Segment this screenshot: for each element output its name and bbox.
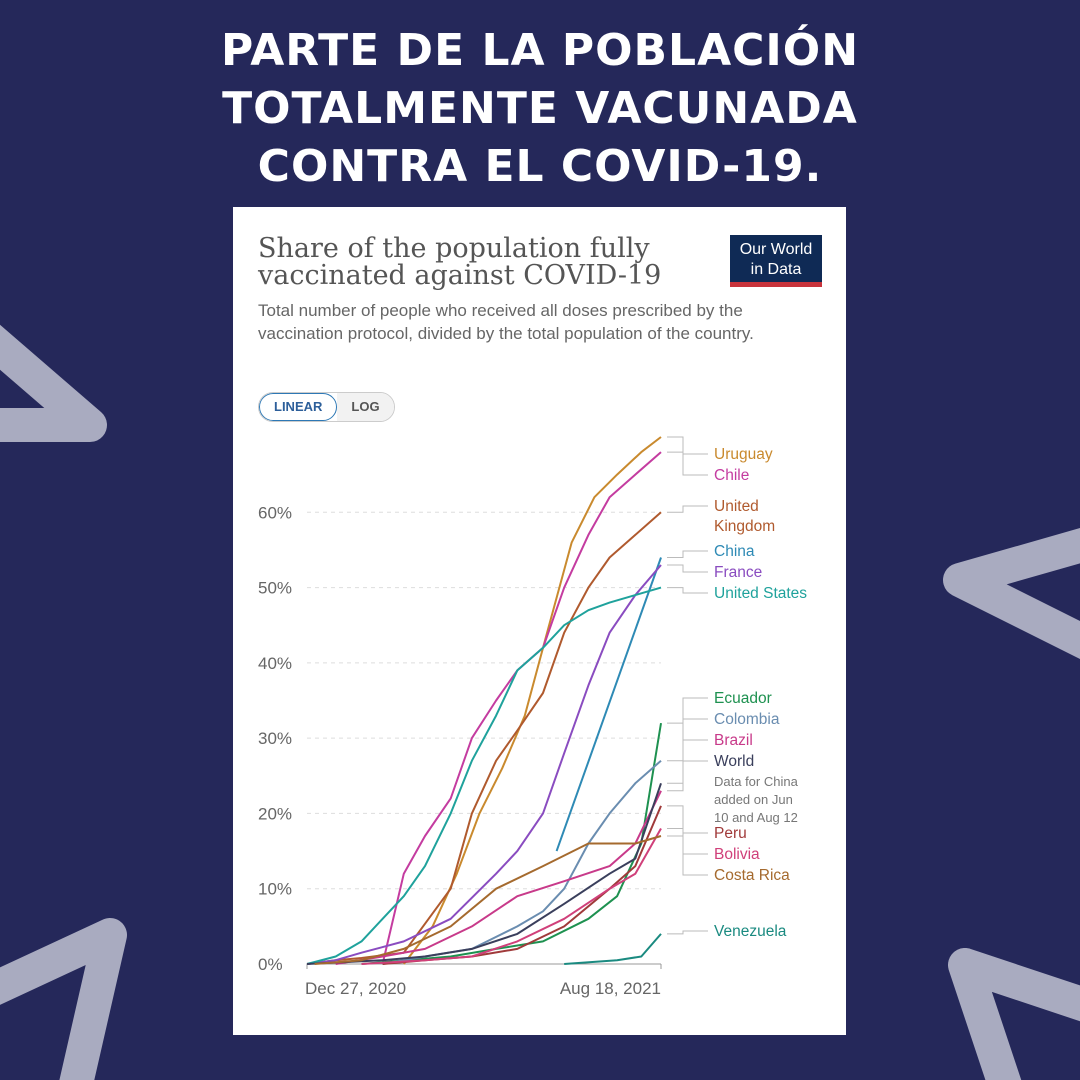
series-label[interactable]: World xyxy=(714,753,754,770)
y-tick-label: 60% xyxy=(258,503,292,522)
y-tick-label: 50% xyxy=(258,579,292,598)
x-tick-label: Dec 27, 2020 xyxy=(305,979,406,998)
owid-logo[interactable]: Our World in Data xyxy=(730,235,822,287)
series-label[interactable]: Brazil xyxy=(714,732,753,749)
series-line-brazil[interactable] xyxy=(335,790,662,965)
log-scale-button[interactable]: LOG xyxy=(337,393,394,421)
linear-scale-button[interactable]: LINEAR xyxy=(259,393,338,421)
series-line-bolivia[interactable] xyxy=(361,828,662,965)
series-label[interactable]: Kingdom xyxy=(714,518,775,535)
series-label[interactable]: Ecuador xyxy=(714,690,772,707)
headline-line-3: CONTRA EL COVID-19. xyxy=(257,141,823,192)
series-line-china[interactable] xyxy=(555,557,662,852)
series-label[interactable]: Peru xyxy=(714,825,747,842)
label-connector xyxy=(667,436,708,455)
series-label[interactable]: United xyxy=(714,498,759,515)
logo-line-1: Our World xyxy=(739,241,813,258)
series-line-colombia[interactable] xyxy=(382,759,662,965)
arrow-right-middle-icon xyxy=(943,528,1080,660)
label-connector xyxy=(667,451,708,476)
series-line-world[interactable] xyxy=(306,782,662,965)
headline-line-1: PARTE DE LA POBLACIÓN xyxy=(220,25,860,76)
chart-plot: 0% 10% 20% 30% 40% 50% 60% Dec 27, 2020 Aug 18, … xyxy=(258,436,807,998)
y-tick-label: 10% xyxy=(258,880,292,899)
arrow-right-lower-icon xyxy=(948,948,1080,1080)
scale-toggle[interactable]: LINEAR LOG xyxy=(258,392,395,422)
series-line-costa-rica[interactable] xyxy=(314,835,662,965)
series-label[interactable]: Chile xyxy=(714,467,749,484)
label-connector xyxy=(667,550,708,558)
arrow-left-upper-icon xyxy=(0,324,107,442)
logo-line-2: in Data xyxy=(750,261,802,278)
series-label[interactable]: Uruguay xyxy=(714,446,773,463)
label-connector xyxy=(667,760,708,784)
series-line-united-states[interactable] xyxy=(306,586,662,965)
arrow-left-lower-icon xyxy=(0,918,127,1080)
series-label[interactable]: Colombia xyxy=(714,711,780,728)
label-connector xyxy=(667,805,708,834)
chart-subtitle: Total number of people who received all … xyxy=(258,301,754,343)
label-connector xyxy=(667,835,708,876)
series-line-chile[interactable] xyxy=(381,451,662,965)
headline-line-2: TOTALMENTE VACUNADA xyxy=(222,83,858,134)
y-tick-label: 20% xyxy=(258,804,292,823)
chart-title-line-1: Share of the population fully xyxy=(258,233,650,264)
china-data-note: added on Jun xyxy=(714,792,793,807)
label-connector xyxy=(667,505,708,513)
label-connector xyxy=(667,587,708,594)
series-label[interactable]: Venezuela xyxy=(714,923,787,940)
y-tick-label: 40% xyxy=(258,654,292,673)
series-label[interactable]: Bolivia xyxy=(714,846,760,863)
headline: PARTE DE LA POBLACIÓN TOTALMENTE VACUNAD… xyxy=(0,22,1080,196)
y-tick-label: 30% xyxy=(258,729,292,748)
label-connector xyxy=(667,564,708,573)
series-label[interactable]: China xyxy=(714,543,755,560)
series-label[interactable]: France xyxy=(714,564,762,581)
label-connector xyxy=(667,828,708,855)
label-connector xyxy=(667,697,708,724)
x-tick-label: Aug 18, 2021 xyxy=(560,979,661,998)
series-line-united-kingdom[interactable] xyxy=(306,511,662,965)
chart-card: Share of the population fully vaccinated… xyxy=(233,207,846,1035)
series-line-venezuela[interactable] xyxy=(564,933,662,965)
chart-title-line-2: vaccinated against COVID-19 xyxy=(258,260,662,291)
china-data-note: 10 and Aug 12 xyxy=(714,810,798,825)
series-label[interactable]: United States xyxy=(714,585,807,602)
chart-title: Share of the population fully vaccinated… xyxy=(258,235,718,289)
china-data-note: Data for China xyxy=(714,774,799,789)
y-tick-label: 0% xyxy=(258,955,283,974)
series-label[interactable]: Costa Rica xyxy=(714,867,790,884)
series-line-france[interactable] xyxy=(306,564,662,965)
label-connector xyxy=(667,930,708,935)
